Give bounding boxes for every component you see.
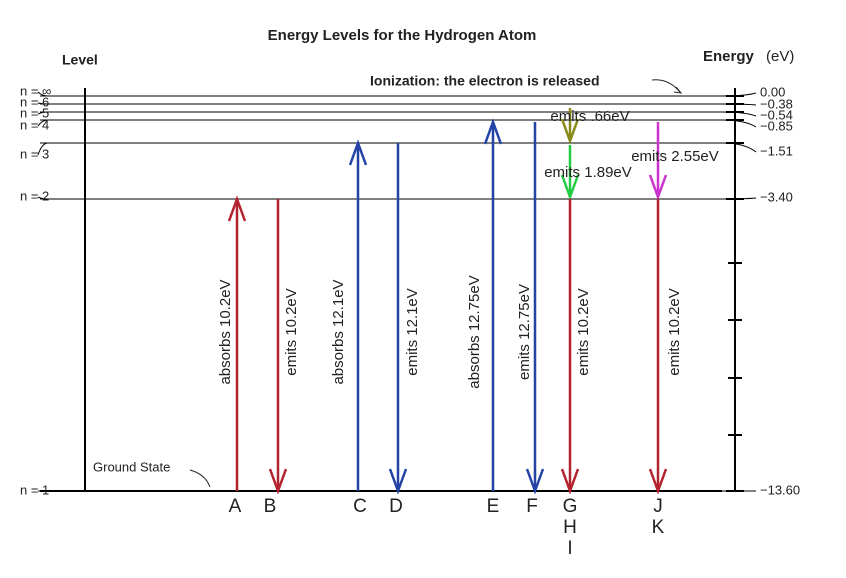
transition-letter: H (563, 517, 577, 538)
level-leader (37, 91, 49, 97)
transition-letter: B (264, 496, 277, 517)
transition-letter: J (653, 496, 663, 517)
transition-label: emits 2.55eV (631, 148, 719, 165)
transition-label: absorbs 10.2eV (217, 279, 234, 384)
energy-label: −13.60 (760, 482, 800, 497)
transition-letter: I (567, 538, 572, 559)
energy-unit: (eV) (766, 48, 794, 65)
energy-label: 0.00 (760, 84, 785, 99)
arrow-head (227, 195, 247, 222)
energy-axis-title: Energy (703, 48, 755, 65)
arrow-head (560, 174, 580, 201)
arrow-head (560, 468, 580, 495)
ionization-note: Ionization: the electron is released (370, 73, 600, 89)
minor-ticks (728, 262, 742, 436)
ground-state-leader (189, 469, 211, 488)
ionization-leader-head (673, 86, 683, 94)
level-leader (37, 111, 49, 115)
level-leader (721, 142, 757, 153)
transition-label: emits .66eV (550, 108, 629, 125)
arrow-head (388, 468, 408, 495)
transition-label: emits 1.89eV (544, 164, 632, 181)
transition-letter: F (526, 496, 538, 517)
arrow-head (648, 468, 668, 495)
level-leader (37, 119, 49, 127)
title: Energy Levels for the Hydrogen Atom (268, 27, 537, 44)
transition-letter: G (563, 496, 578, 517)
arrow-head (268, 468, 288, 495)
level-label: n = 1 (20, 482, 49, 497)
transition-letter: C (353, 496, 367, 517)
transition-label: emits 10.2eV (575, 288, 592, 376)
level-leader (37, 196, 49, 200)
level-label: n = 5 (20, 105, 49, 120)
arrow-head (560, 118, 580, 145)
level-leader (37, 102, 49, 105)
transition-label: emits 10.2eV (283, 288, 300, 376)
ground-state-note: Ground State (93, 459, 170, 474)
transition-label: absorbs 12.1eV (330, 279, 347, 384)
energy-label: −0.38 (760, 96, 793, 111)
level-label: n = ∞ (20, 83, 51, 98)
arrow-head (348, 139, 368, 166)
level-label: n = 4 (20, 117, 49, 132)
transition-label: absorbs 12.75eV (466, 275, 483, 388)
level-leader (37, 142, 49, 156)
transition-letter: E (487, 496, 500, 517)
arrow-head (648, 174, 668, 201)
energy-label: −0.85 (760, 118, 793, 133)
energy-label: −1.51 (760, 143, 793, 158)
transition-label: emits 10.2eV (666, 288, 683, 376)
transition-letter: D (389, 496, 403, 517)
level-label: n = 2 (20, 188, 49, 203)
energy-label: −3.40 (760, 189, 793, 204)
level-axis-title: Level (62, 52, 98, 68)
energy-label: −0.54 (760, 107, 793, 122)
arrow-head (525, 468, 545, 495)
transition-label: emits 12.1eV (404, 288, 421, 376)
level-leader (721, 119, 757, 128)
arrow-head (483, 118, 503, 145)
level-label: n = 6 (20, 94, 49, 109)
level-label: n = 3 (20, 146, 49, 161)
transition-letter: K (652, 517, 665, 538)
transition-label: emits 12.75eV (516, 284, 533, 380)
transition-letter: A (229, 496, 242, 517)
